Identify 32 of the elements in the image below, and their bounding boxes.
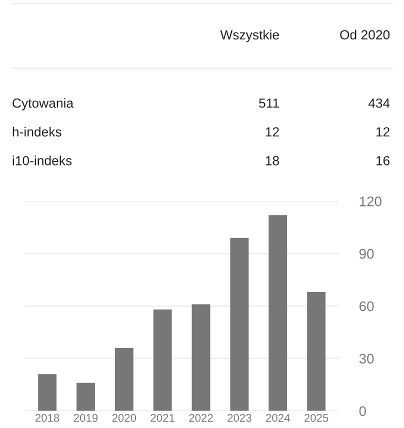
bar [153, 310, 172, 411]
y-tick-label: 90 [359, 248, 374, 259]
bar [38, 374, 57, 411]
bar [114, 348, 134, 411]
text: 12 [376, 127, 390, 136]
bar [268, 215, 288, 411]
category-label: h-indeks [12, 126, 62, 137]
y-tick-label: 120 [360, 196, 382, 206]
x-tick-label: 2024 [266, 414, 290, 422]
text: 18 [266, 156, 279, 166]
bar [192, 304, 210, 411]
bar [76, 382, 95, 411]
category-label: Wszystkie [220, 30, 279, 42]
text: 511 [259, 98, 279, 108]
text: 434 [368, 98, 390, 108]
x-tick-label: 2019 [74, 414, 98, 422]
text: 12 [266, 127, 279, 136]
y-tick-label: 30 [359, 354, 374, 364]
category-label: i10-indeks [12, 156, 72, 166]
y-tick-label: 0 [359, 406, 366, 416]
bar [307, 292, 326, 411]
bar [230, 238, 249, 411]
category-label: Od 2020 [340, 30, 390, 40]
text: 16 [376, 156, 390, 166]
x-tick-label: 2022 [189, 414, 213, 422]
y-tick-label: 60 [360, 301, 374, 312]
x-tick-label: 2018 [36, 414, 60, 422]
x-tick-label: 2025 [304, 414, 328, 422]
category-label: Cytowania [12, 98, 74, 110]
x-tick-label: 2020 [112, 414, 136, 422]
x-tick-label: 2021 [150, 414, 174, 422]
x-tick-label: 2023 [228, 414, 252, 422]
